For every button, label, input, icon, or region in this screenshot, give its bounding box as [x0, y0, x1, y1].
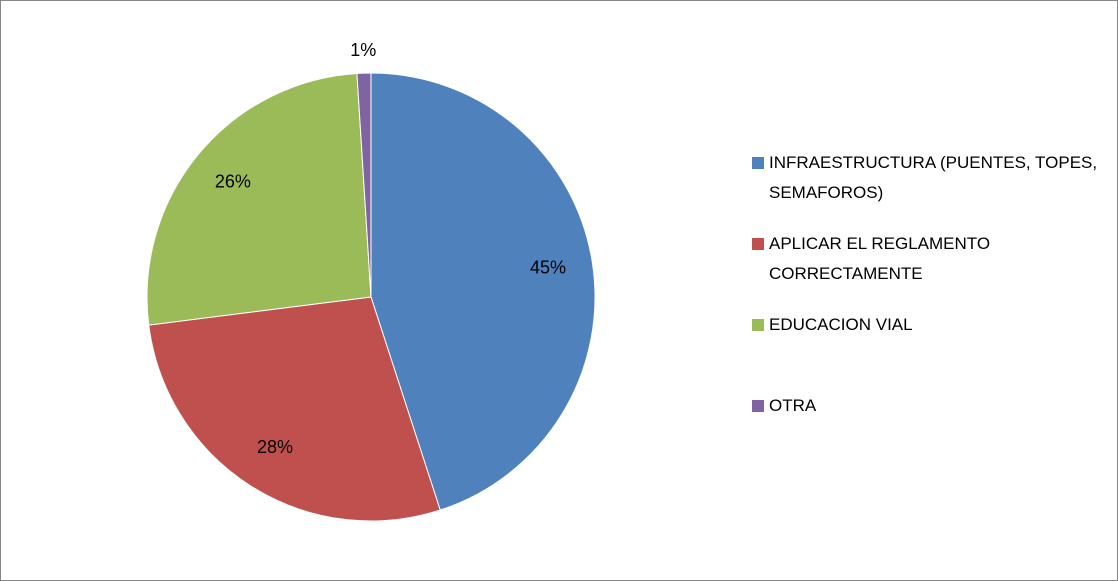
data-label: 45% [530, 258, 566, 278]
pie-slice [356, 72, 372, 298]
legend-entry: APLICAR EL REGLAMENTO CORRECTAMENTE [752, 229, 1102, 289]
legend-label: EDUCACION VIAL [769, 315, 913, 334]
legend-entry: INFRAESTRUCTURA (PUENTES, TOPES, SEMAFOR… [752, 148, 1102, 208]
legend-label: OTRA [769, 396, 817, 415]
legend-entry: OTRA [752, 391, 1102, 421]
legend-swatch [752, 400, 764, 412]
data-label: 28% [257, 437, 293, 457]
data-label: 1% [350, 40, 376, 60]
legend-label: INFRAESTRUCTURA (PUENTES, TOPES, SEMAFOR… [769, 153, 1098, 202]
data-label: 26% [215, 172, 251, 192]
pie-slice [148, 296, 441, 522]
legend-swatch [752, 238, 764, 250]
legend-swatch [752, 157, 764, 169]
legend-swatch [752, 319, 764, 331]
pie-slice [146, 72, 372, 326]
legend-label: APLICAR EL REGLAMENTO CORRECTAMENTE [769, 234, 991, 283]
legend-entry: EDUCACION VIAL [752, 310, 1102, 340]
pie-slice [370, 72, 596, 511]
